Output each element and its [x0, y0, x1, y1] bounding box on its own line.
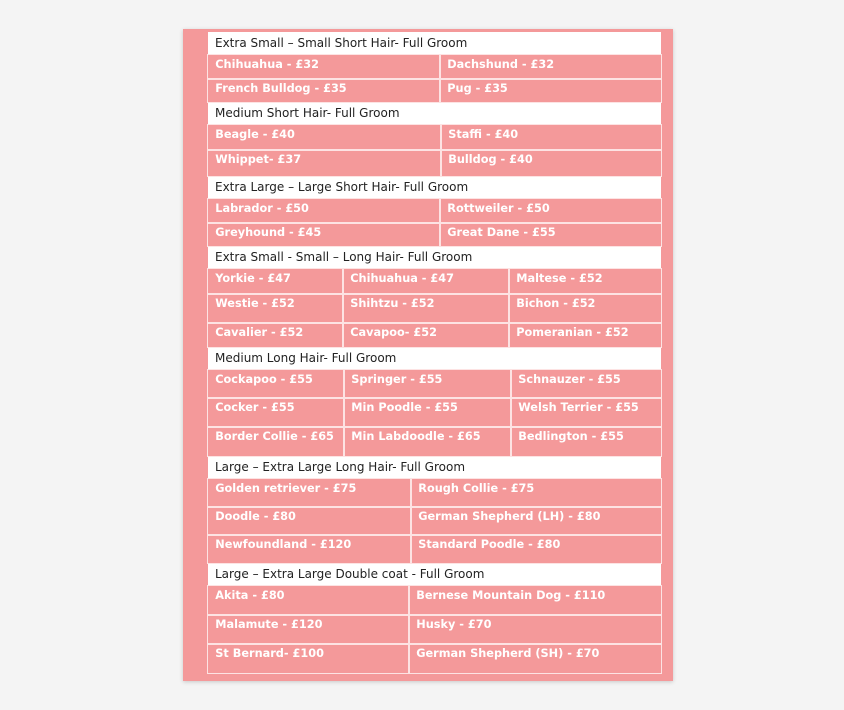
- price-cell: Whippet- £37: [207, 149, 442, 177]
- price-section: Medium Short Hair- Full Groom Beagle - £4…: [207, 102, 662, 177]
- price-cell: Standard Poodle - £80: [410, 534, 662, 564]
- section-title: Extra Large – Large Short Hair- Full Gro…: [208, 176, 661, 199]
- price-cell: Labrador - £50: [207, 198, 441, 224]
- price-section: Medium Long Hair- Full Groom Cockapoo - £…: [207, 347, 662, 457]
- section-title: Extra Small - Small – Long Hair- Full Gr…: [208, 246, 661, 269]
- price-cell: Maltese - £52: [508, 268, 662, 295]
- price-cell: Akita - £80: [207, 585, 410, 616]
- table-row: Doodle - £80 German Shepherd (LH) - £80: [207, 506, 662, 536]
- price-cell: Shihtzu - £52: [342, 293, 510, 324]
- price-cell: Staffi - £40: [440, 124, 662, 151]
- table-row: Cavalier - £52 Cavapoo- £52 Pomeranian - £…: [207, 322, 662, 348]
- price-cell: Doodle - £80: [207, 506, 412, 536]
- price-cell: Min Labdoodle - £65: [343, 426, 512, 457]
- price-cell: Yorkie - £47: [207, 268, 344, 295]
- price-cell: Springer - £55: [343, 369, 512, 399]
- price-cell: Golden retriever - £75: [207, 478, 412, 508]
- section-title: Extra Small – Small Short Hair- Full Gro…: [208, 32, 661, 55]
- price-cell: Pomeranian - £52: [508, 322, 662, 348]
- document-page: Extra Small – Small Short Hair- Full Gro…: [183, 29, 673, 681]
- price-cell: Dachshund - £32: [439, 54, 662, 80]
- price-cell: Rough Collie - £75: [410, 478, 662, 508]
- price-section: Extra Large – Large Short Hair- Full Gro…: [207, 176, 662, 247]
- price-section: Extra Small - Small – Long Hair- Full Gr…: [207, 246, 662, 348]
- price-cell: Bichon - £52: [508, 293, 662, 324]
- table-row: French Bulldog - £35 Pug - £35: [207, 78, 662, 103]
- price-cell: Great Dane - £55: [439, 222, 662, 247]
- section-title: Large – Extra Large Long Hair- Full Groo…: [208, 456, 661, 479]
- price-cell: Cavapoo- £52: [342, 322, 510, 348]
- price-cell: German Shepherd (SH) - £70: [408, 643, 662, 674]
- price-cell: Min Poodle - £55: [343, 397, 512, 428]
- price-cell: German Shepherd (LH) - £80: [410, 506, 662, 536]
- price-cell: Schnauzer - £55: [510, 369, 662, 399]
- table-row: Newfoundland - £120 Standard Poodle - £80: [207, 534, 662, 564]
- table-row: Yorkie - £47 Chihuahua - £47 Maltese - £52: [207, 268, 662, 295]
- price-cell: Bedlington - £55: [510, 426, 662, 457]
- price-cell: Husky - £70: [408, 614, 662, 645]
- table-row: Chihuahua - £32 Dachshund - £32: [207, 54, 662, 80]
- price-cell: French Bulldog - £35: [207, 78, 441, 103]
- table-row: Border Collie - £65 Min Labdoodle - £65 Be…: [207, 426, 662, 457]
- price-cell: Chihuahua - £47: [342, 268, 510, 295]
- section-title: Medium Long Hair- Full Groom: [208, 347, 661, 370]
- section-title: Large – Extra Large Double coat - Full G…: [208, 563, 661, 586]
- table-row: Cocker - £55 Min Poodle - £55 Welsh Terrie…: [207, 397, 662, 428]
- price-table: Extra Small – Small Short Hair- Full Gro…: [207, 32, 662, 674]
- table-row: Malamute - £120 Husky - £70: [207, 614, 662, 645]
- table-row: Labrador - £50 Rottweiler - £50: [207, 198, 662, 224]
- price-cell: Welsh Terrier - £55: [510, 397, 662, 428]
- table-row: Golden retriever - £75 Rough Collie - £75: [207, 478, 662, 508]
- table-row: Cockapoo - £55 Springer - £55 Schnauzer - …: [207, 369, 662, 399]
- table-row: Westie - £52 Shihtzu - £52 Bichon - £52: [207, 293, 662, 324]
- price-section: Extra Small – Small Short Hair- Full Gro…: [207, 32, 662, 103]
- table-row: St Bernard- £100 German Shepherd (SH) - £…: [207, 643, 662, 674]
- price-cell: Rottweiler - £50: [439, 198, 662, 224]
- price-cell: Cockapoo - £55: [207, 369, 345, 399]
- price-cell: Cavalier - £52: [207, 322, 344, 348]
- price-cell: Westie - £52: [207, 293, 344, 324]
- price-section: Large – Extra Large Double coat - Full G…: [207, 563, 662, 674]
- section-title: Medium Short Hair- Full Groom: [208, 102, 661, 125]
- price-cell: Pug - £35: [439, 78, 662, 103]
- table-row: Akita - £80 Bernese Mountain Dog - £110: [207, 585, 662, 616]
- price-cell: Newfoundland - £120: [207, 534, 412, 564]
- price-cell: Border Collie - £65: [207, 426, 345, 457]
- price-section: Large – Extra Large Long Hair- Full Groo…: [207, 456, 662, 564]
- price-cell: Greyhound - £45: [207, 222, 441, 247]
- table-row: Greyhound - £45 Great Dane - £55: [207, 222, 662, 247]
- price-cell: St Bernard- £100: [207, 643, 410, 674]
- price-cell: Bernese Mountain Dog - £110: [408, 585, 662, 616]
- table-row: Whippet- £37 Bulldog - £40: [207, 149, 662, 177]
- table-row: Beagle - £40 Staffi - £40: [207, 124, 662, 151]
- price-cell: Cocker - £55: [207, 397, 345, 428]
- price-cell: Malamute - £120: [207, 614, 410, 645]
- price-cell: Chihuahua - £32: [207, 54, 441, 80]
- price-cell: Bulldog - £40: [440, 149, 662, 177]
- price-cell: Beagle - £40: [207, 124, 442, 151]
